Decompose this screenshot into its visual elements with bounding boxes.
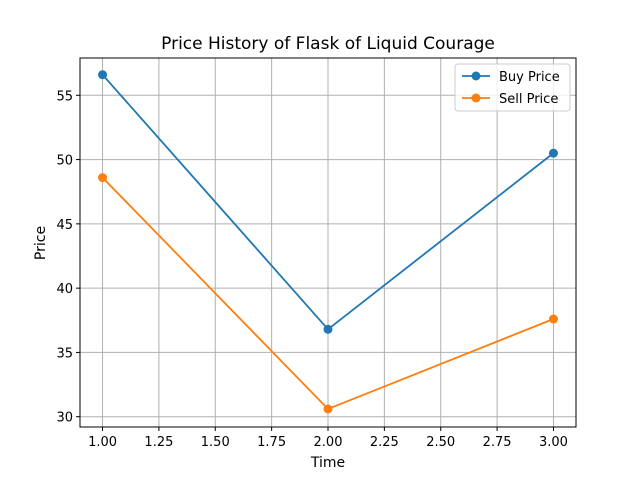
x-tick-label: 1.00 bbox=[88, 435, 117, 450]
x-tick-label: 1.50 bbox=[201, 435, 230, 450]
y-tick-label: 50 bbox=[56, 154, 73, 169]
y-axis-label: Price bbox=[33, 226, 49, 260]
x-tick-label: 1.75 bbox=[257, 435, 286, 450]
chart-title: Price History of Flask of Liquid Courage bbox=[161, 34, 495, 54]
data-point-sell-price bbox=[323, 404, 333, 414]
data-point-buy-price bbox=[548, 148, 558, 158]
data-point-buy-price bbox=[98, 70, 108, 80]
axis-ticks: 1.00 1.25 1.50 1.75 2.00 2.25 2.50 2.75 3.00 30 35… bbox=[56, 89, 567, 450]
legend-label-sell-price: Sell Price bbox=[499, 92, 558, 107]
x-tick-label: 2.00 bbox=[314, 435, 343, 450]
x-tick-label: 1.25 bbox=[144, 435, 173, 450]
x-tick-label: 2.25 bbox=[370, 435, 399, 450]
y-tick-label: 30 bbox=[56, 411, 73, 426]
legend: Buy Price Sell Price bbox=[454, 63, 571, 112]
grid-lines bbox=[80, 58, 576, 427]
x-tick-label: 2.50 bbox=[426, 435, 455, 450]
x-tick-label: 3.00 bbox=[539, 435, 568, 450]
data-point-buy-price bbox=[323, 324, 333, 334]
y-tick-label: 55 bbox=[56, 89, 73, 104]
legend-marker-buy-price bbox=[471, 71, 481, 81]
series-lines bbox=[98, 70, 558, 414]
data-point-sell-price bbox=[548, 314, 558, 324]
y-tick-label: 35 bbox=[56, 346, 73, 361]
y-tick-label: 40 bbox=[56, 282, 73, 297]
y-tick-label: 45 bbox=[56, 218, 73, 233]
x-axis-label: Time bbox=[310, 455, 345, 471]
data-point-sell-price bbox=[98, 173, 108, 183]
legend-label-buy-price: Buy Price bbox=[499, 70, 560, 85]
x-tick-label: 2.75 bbox=[483, 435, 512, 450]
legend-marker-sell-price bbox=[471, 93, 481, 103]
